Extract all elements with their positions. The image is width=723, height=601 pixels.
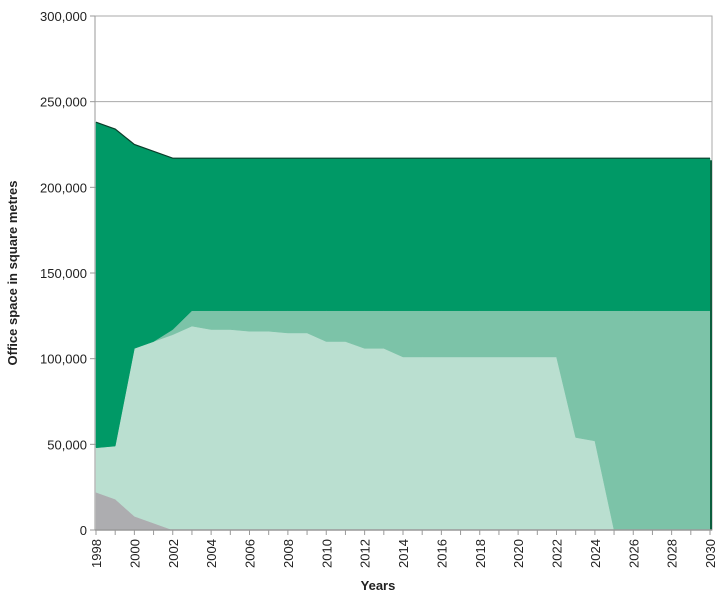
y-tick-label: 150,000 (40, 266, 87, 281)
x-tick-label: 2010 (319, 539, 334, 568)
x-tick-label: 2028 (665, 539, 680, 568)
x-tick-label: 2016 (434, 539, 449, 568)
y-tick-label: 50,000 (47, 437, 87, 452)
x-tick-label: 2002 (166, 539, 181, 568)
y-tick-label: 200,000 (40, 180, 87, 195)
x-tick-label: 2026 (626, 539, 641, 568)
x-tick-label: 2000 (127, 539, 142, 568)
x-tick-label: 2012 (358, 539, 373, 568)
x-tick-label: 2020 (511, 539, 526, 568)
x-tick-label: 2008 (281, 539, 296, 568)
y-tick-label: 300,000 (40, 9, 87, 24)
x-tick-label: 2022 (550, 539, 565, 568)
y-tick-label: 100,000 (40, 352, 87, 367)
y-tick-label: 0 (80, 523, 87, 538)
x-tick-label: 2024 (588, 539, 603, 568)
x-tick-label: 2014 (396, 539, 411, 568)
total-outline (95, 121, 710, 159)
x-axis-label: Years (361, 578, 396, 593)
y-tick-label: 250,000 (40, 95, 87, 110)
x-tick-label: 2006 (243, 539, 258, 568)
area-series (95, 121, 712, 531)
x-tick-label: 2004 (204, 539, 219, 568)
y-axis-ticks: 0 50,000 100,000 150,000 200,000 250,000 300,0… (40, 9, 95, 538)
x-axis-ticks: 1998 2000 2002 2004 2006 2008 2010 2012 2014 2016… (89, 530, 718, 568)
x-tick-label: 1998 (89, 539, 104, 568)
x-tick-label: 2030 (703, 539, 718, 568)
x-tick-label: 2018 (473, 539, 488, 568)
y-axis-label: Office space in square metres (5, 181, 20, 366)
